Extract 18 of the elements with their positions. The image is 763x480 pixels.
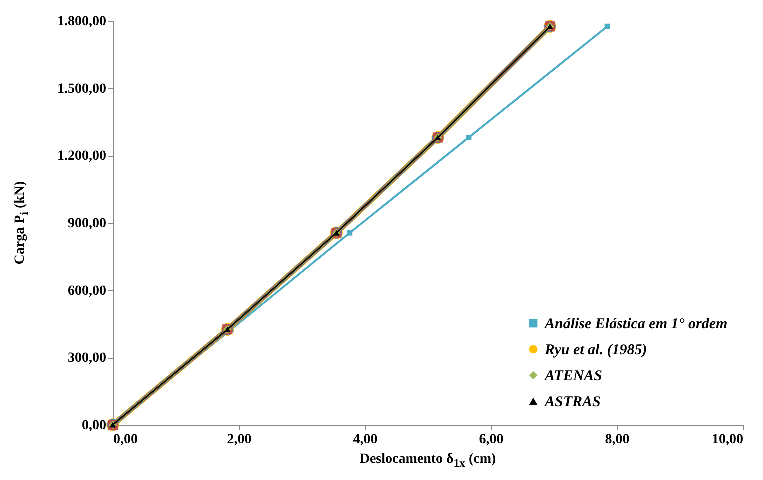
legend-label: Ryu et al. (1985) [544,342,648,358]
x-tick-label: 8,00 [605,432,630,448]
y-tick-label: 600,00 [68,284,106,299]
x-tick-label: 2,00 [227,432,252,448]
y-tick-label: 900,00 [68,216,106,232]
y-tick-label: 0,00 [82,418,106,434]
legend-label: ASTRAS [544,394,601,410]
legend-label: Análise Elástica em 1° ordem [544,316,728,332]
x-axis-title: Deslocamento δ$_{1x}$ (cm) [358,452,498,470]
x-tick-label: 10,00 [712,432,744,448]
y-tick-label: 1.200,00 [58,149,106,164]
y-tick-label: 1.800,00 [58,14,106,30]
y-tick-label: 300,00 [68,351,106,366]
x-tick-label: 0,00 [114,432,138,448]
x-tick-label: 4,00 [353,432,378,448]
legend-label: ATENAS [544,368,603,384]
x-tick-label: 6,00 [479,432,504,448]
y-tick-label: 1.500,00 [58,82,106,97]
